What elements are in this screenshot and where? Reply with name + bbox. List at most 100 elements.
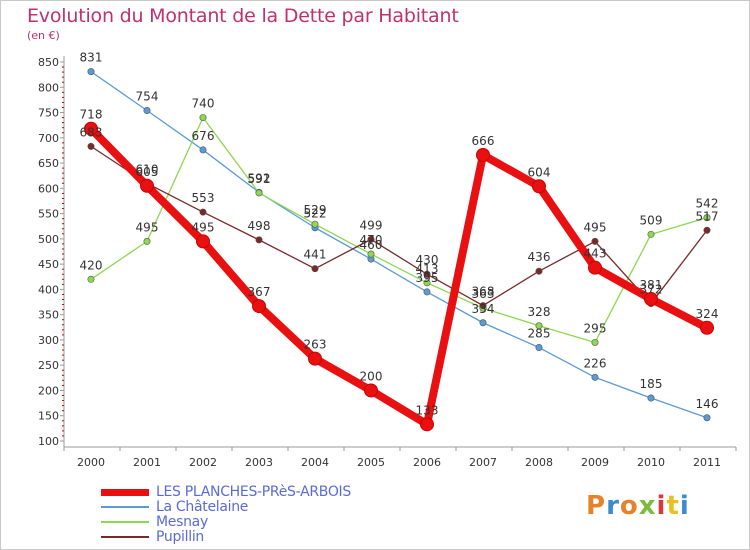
x-tick-label: 2008 [525, 456, 553, 469]
data-label: 420 [80, 258, 103, 272]
x-tick-label: 2009 [581, 456, 609, 469]
y-tick-label: 650 [38, 157, 59, 170]
data-point [703, 226, 711, 234]
legend-swatch [101, 506, 149, 508]
logo-letter: P [586, 491, 607, 521]
legend-swatch [101, 489, 149, 496]
data-point [423, 279, 431, 287]
data-label: 200 [360, 369, 383, 383]
data-point [532, 179, 546, 194]
data-label: 495 [584, 220, 607, 234]
legend-label: Mesnay [156, 514, 208, 530]
data-point [364, 383, 378, 398]
data-point [644, 292, 658, 307]
y-tick-label: 250 [38, 359, 59, 372]
y-tick-label: 750 [38, 107, 59, 120]
data-point [703, 414, 711, 422]
data-point [311, 265, 319, 273]
y-tick-label: 600 [38, 182, 59, 195]
data-label: 509 [640, 213, 663, 227]
data-point [476, 147, 490, 162]
data-label: 470 [360, 233, 383, 247]
data-point [479, 319, 487, 327]
data-label: 368 [472, 285, 495, 299]
data-point [535, 322, 543, 330]
data-point [140, 178, 154, 193]
data-point [196, 234, 210, 249]
data-point [87, 142, 95, 150]
data-point [255, 236, 263, 244]
legend-label: LES PLANCHES-PRèS-ARBOIS [156, 484, 351, 500]
y-tick-label: 850 [38, 56, 59, 69]
y-tick-label: 400 [38, 283, 59, 296]
data-point [591, 338, 599, 346]
y-tick-label: 450 [38, 258, 59, 271]
data-label: 381 [640, 278, 663, 292]
data-point [535, 344, 543, 352]
legend-item: Pupillin [101, 529, 421, 545]
data-label: 498 [248, 219, 271, 233]
logo-letter: r [606, 491, 620, 521]
data-point [252, 299, 266, 314]
data-point [535, 267, 543, 275]
data-point [84, 121, 98, 136]
data-point [423, 270, 431, 278]
data-point [199, 146, 207, 154]
logo-letter: o [619, 491, 639, 521]
data-label: 610 [136, 162, 159, 176]
data-label: 285 [528, 327, 551, 341]
data-label: 430 [416, 253, 439, 267]
data-label: 263 [304, 338, 327, 352]
logo-letter: t [666, 491, 680, 521]
data-label: 718 [80, 108, 103, 122]
data-label: 666 [472, 134, 495, 148]
data-point [87, 68, 95, 76]
data-label: 592 [248, 171, 271, 185]
data-label: 740 [192, 97, 215, 111]
legend-swatch [101, 521, 149, 523]
data-point [367, 235, 375, 243]
data-label: 146 [696, 397, 719, 411]
data-label: 436 [528, 250, 551, 264]
legend: LES PLANCHES-PRèS-ARBOIS La Châtelaine Mes… [101, 484, 421, 545]
data-label: 495 [192, 220, 215, 234]
data-point [143, 237, 151, 245]
data-label: 133 [416, 403, 439, 417]
data-label: 395 [416, 271, 439, 285]
data-label: 363 [472, 287, 495, 301]
y-tick-label: 100 [38, 435, 59, 448]
data-label: 522 [304, 207, 327, 221]
legend-label: La Châtelaine [156, 499, 249, 515]
x-tick-label: 2003 [245, 456, 273, 469]
x-tick-label: 2001 [133, 456, 161, 469]
y-tick-label: 800 [38, 81, 59, 94]
y-tick-label: 200 [38, 384, 59, 397]
data-label: 604 [528, 165, 551, 179]
line-chart: 100 150 200 250 300 350 400 450 500 550 600 650 700 7… [38, 51, 737, 469]
data-point [199, 114, 207, 122]
data-point [479, 302, 487, 310]
y-tick-label: 700 [38, 132, 59, 145]
data-point [199, 208, 207, 216]
y-tick-label: 500 [38, 233, 59, 246]
legend-label: Pupillin [156, 529, 204, 545]
data-point [143, 107, 151, 115]
data-label: 441 [304, 248, 327, 262]
data-point [255, 189, 263, 197]
data-label: 542 [696, 197, 719, 211]
data-label: 413 [416, 262, 439, 276]
logo-letter: i [656, 491, 667, 521]
data-point [311, 220, 319, 228]
data-label: 499 [360, 218, 383, 232]
y-tick-label: 350 [38, 309, 59, 322]
legend-item: Mesnay [101, 514, 421, 530]
y-tick-label: 150 [38, 410, 59, 423]
data-label: 295 [584, 321, 607, 335]
data-label: 591 [248, 172, 271, 186]
data-point [647, 394, 655, 402]
x-tick-label: 2011 [693, 456, 721, 469]
data-label: 605 [136, 165, 159, 179]
series-line [90, 70, 708, 419]
data-point [367, 250, 375, 258]
